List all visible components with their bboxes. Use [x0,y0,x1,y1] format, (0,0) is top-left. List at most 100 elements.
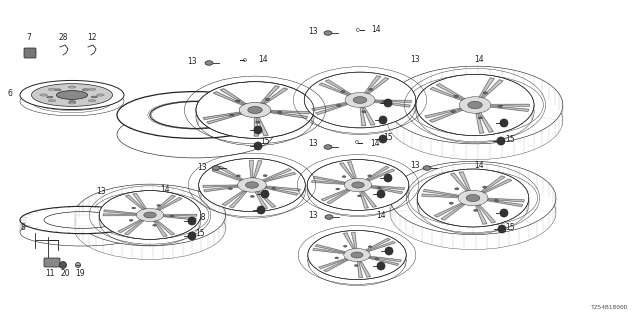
Polygon shape [487,200,523,207]
Polygon shape [156,220,175,235]
Polygon shape [479,78,494,97]
Ellipse shape [390,161,556,235]
Polygon shape [321,189,348,201]
Text: 3: 3 [202,102,207,111]
Ellipse shape [362,111,366,113]
Polygon shape [164,214,196,216]
Ellipse shape [228,188,232,190]
Ellipse shape [20,206,144,234]
Polygon shape [313,248,344,254]
Ellipse shape [20,80,124,109]
Text: 14: 14 [160,185,170,194]
Polygon shape [429,109,463,122]
Polygon shape [481,176,505,192]
Polygon shape [263,88,287,104]
Polygon shape [423,189,459,196]
Polygon shape [327,190,350,204]
Polygon shape [158,197,182,210]
Text: 13: 13 [308,211,318,220]
Ellipse shape [117,92,273,138]
Ellipse shape [416,74,534,136]
Polygon shape [312,102,346,111]
Ellipse shape [74,184,226,246]
Ellipse shape [325,215,333,219]
Ellipse shape [248,107,262,114]
Ellipse shape [458,190,488,206]
Text: 5: 5 [107,203,112,212]
Ellipse shape [352,182,364,188]
Polygon shape [220,89,246,104]
Ellipse shape [466,195,480,202]
Polygon shape [371,186,404,190]
Polygon shape [369,256,401,262]
Ellipse shape [337,104,341,107]
Ellipse shape [358,195,362,197]
Ellipse shape [417,169,529,227]
Ellipse shape [40,94,47,96]
Text: 14: 14 [258,161,268,170]
Ellipse shape [454,95,458,97]
Text: 25: 25 [392,97,402,106]
Text: 15: 15 [382,260,392,269]
Text: 8: 8 [20,223,26,233]
Ellipse shape [236,100,240,102]
Polygon shape [375,100,412,103]
Text: 15: 15 [383,188,392,197]
Ellipse shape [48,100,56,102]
Polygon shape [156,195,175,210]
FancyBboxPatch shape [44,258,60,267]
FancyBboxPatch shape [24,48,36,58]
Ellipse shape [341,91,345,93]
Text: 14: 14 [371,26,381,35]
Polygon shape [255,192,268,209]
Text: 19: 19 [75,268,85,277]
Circle shape [188,217,196,225]
Polygon shape [264,172,296,182]
Polygon shape [340,163,354,179]
Ellipse shape [368,175,372,177]
Ellipse shape [368,246,372,248]
Ellipse shape [97,94,104,96]
Text: 20: 20 [60,268,70,277]
Ellipse shape [144,212,156,218]
Ellipse shape [68,86,76,88]
Polygon shape [491,104,529,107]
Circle shape [188,232,196,240]
Polygon shape [351,232,356,248]
Polygon shape [203,185,238,188]
Polygon shape [348,162,356,178]
Ellipse shape [478,117,483,119]
Polygon shape [125,195,144,210]
Text: 13: 13 [410,55,420,65]
Text: 18: 18 [196,212,205,221]
Text: 14: 14 [376,211,386,220]
Text: 18: 18 [267,187,276,196]
Ellipse shape [132,207,136,209]
Ellipse shape [198,158,305,212]
Polygon shape [271,110,309,114]
Ellipse shape [56,91,88,100]
Ellipse shape [136,208,164,221]
Ellipse shape [246,182,259,188]
Ellipse shape [455,188,459,190]
Circle shape [60,261,67,268]
Polygon shape [203,112,241,120]
Polygon shape [257,117,268,136]
Ellipse shape [196,82,314,138]
Ellipse shape [157,204,161,206]
Polygon shape [325,80,351,95]
Polygon shape [270,112,308,118]
Polygon shape [459,172,470,190]
Polygon shape [365,238,390,251]
Ellipse shape [377,187,381,189]
Ellipse shape [250,196,254,197]
Circle shape [379,135,387,143]
Circle shape [385,247,393,255]
Ellipse shape [345,92,375,108]
Polygon shape [266,186,300,191]
Polygon shape [476,113,484,133]
Ellipse shape [451,110,455,113]
Ellipse shape [494,199,499,202]
Polygon shape [254,117,259,136]
Text: 25: 25 [391,172,401,181]
